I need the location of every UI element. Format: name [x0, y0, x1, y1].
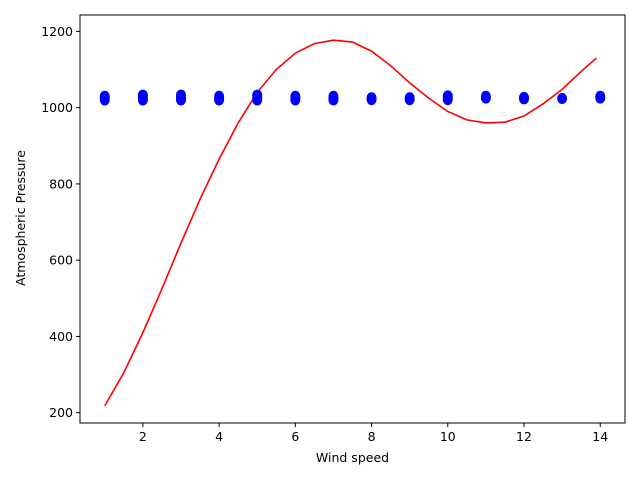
plot-frame: [79, 14, 626, 424]
x-tick-label: 14: [592, 429, 608, 444]
y-tick-label: 1200: [41, 24, 73, 39]
x-axis-label: Wind speed: [316, 450, 389, 465]
data-point: [214, 90, 225, 102]
data-point: [252, 89, 263, 101]
x-tick-label: 6: [291, 429, 299, 444]
x-tick-label: 4: [215, 429, 223, 444]
axes-layer: 2 4 6 8 10 12 14 200 400 600 800 1000 1200: [41, 14, 626, 444]
data-point: [595, 90, 606, 102]
y-tick-label: 1000: [41, 100, 73, 115]
data-point: [480, 90, 491, 102]
data-point: [99, 90, 110, 102]
x-tick-label: 12: [516, 429, 532, 444]
scatter-layer: [99, 89, 606, 106]
y-tick-label: 600: [49, 253, 73, 268]
y-tick-label: 400: [49, 329, 73, 344]
data-point: [404, 92, 415, 104]
x-tick-label: 10: [440, 429, 456, 444]
y-axis-label: Atmospheric Pressure: [13, 150, 28, 286]
data-point: [328, 90, 339, 102]
x-tick-label: 2: [139, 429, 147, 444]
data-point: [557, 93, 568, 105]
y-tick-label: 800: [49, 176, 73, 191]
data-point: [442, 90, 453, 102]
data-point: [137, 89, 148, 101]
fit-line-layer: [104, 39, 597, 407]
y-tick-label: 200: [49, 405, 73, 420]
fit-line: [104, 39, 597, 407]
data-point: [519, 91, 529, 103]
data-point: [290, 90, 301, 102]
x-tick-label: 8: [368, 429, 376, 444]
data-point: [366, 92, 377, 104]
data-point: [176, 89, 186, 101]
